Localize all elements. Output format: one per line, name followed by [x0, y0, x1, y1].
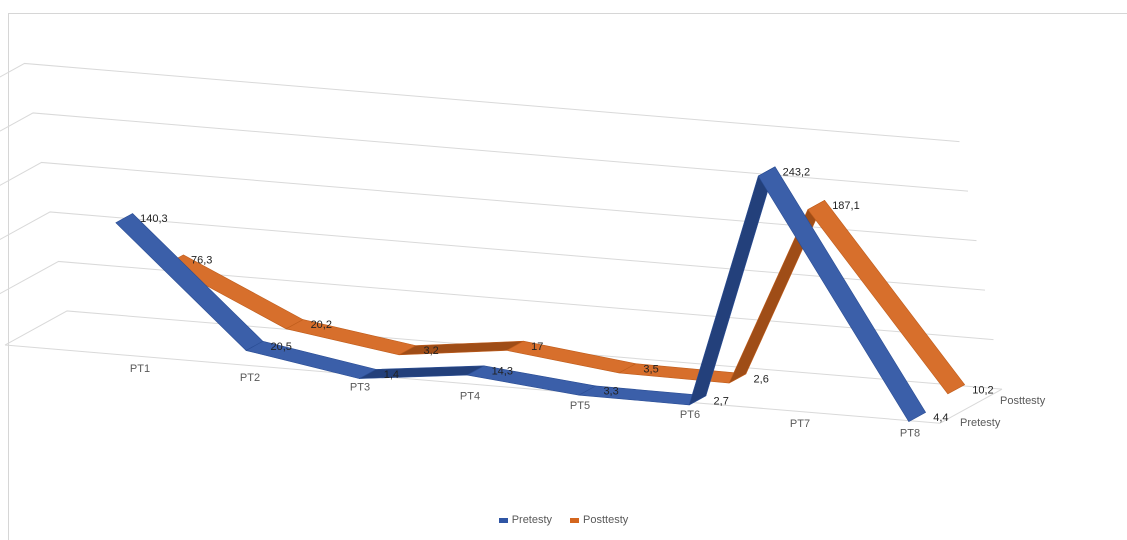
data-label: 17 — [531, 341, 543, 353]
floor-edge-line — [4, 344, 941, 424]
grid-line — [0, 112, 969, 192]
legend-swatch-posttesty — [570, 517, 580, 523]
data-label: 3,2 — [423, 345, 438, 357]
grid-line — [4, 310, 1003, 390]
chart-series — [115, 166, 965, 422]
x-tick-label: PT6 — [680, 409, 700, 421]
data-label: 4,4 — [933, 412, 948, 424]
x-tick-label: PT8 — [900, 427, 920, 439]
grid-line — [0, 161, 977, 242]
ribbon-segment — [285, 319, 417, 356]
ribbon-segment — [578, 385, 707, 406]
legend-swatch-pretesty — [498, 517, 508, 523]
x-tick-label: PT5 — [570, 400, 590, 412]
data-label: 76,3 — [191, 254, 212, 266]
ribbon-segment — [398, 340, 524, 356]
x-tick-label: PT7 — [790, 418, 810, 430]
ribbon-segment — [757, 166, 926, 422]
legend-item-posttesty[interactable]: Posttesty — [570, 514, 628, 526]
legend-label-posttesty: Posttesty — [583, 514, 629, 526]
depth-label: Pretesty — [960, 417, 1001, 429]
legend-label-pretesty: Pretesty — [511, 514, 553, 526]
series-posttesty — [166, 200, 965, 395]
ribbon-segment — [807, 200, 965, 395]
data-label: 20,5 — [271, 341, 292, 353]
ribbon-segment — [466, 365, 597, 396]
data-label: 3,5 — [643, 363, 658, 375]
data-labels: 76,3 20,2 3,2 17 3,5 2,6 187,1 10,2 140,3 20,5 1,4… — [140, 166, 994, 424]
data-label: 14,3 — [492, 365, 513, 377]
x-tick-label: PT3 — [350, 381, 370, 393]
data-label: 10,2 — [972, 384, 993, 396]
depth-axis-line — [939, 388, 1003, 424]
chart-frame — [8, 13, 1127, 540]
data-label: 20,2 — [311, 319, 332, 331]
x-tick-label: PT4 — [460, 391, 480, 403]
data-label: 140,3 — [140, 213, 168, 225]
series-pretesty — [115, 166, 926, 422]
legend: Pretesty Posttesty — [0, 514, 1127, 526]
data-label: 1,4 — [384, 369, 399, 381]
chart-grid — [0, 62, 1003, 424]
data-label: 2,6 — [754, 373, 769, 385]
depth-axis-labels: Pretesty Posttesty — [960, 395, 1046, 429]
legend-item-pretesty[interactable]: Pretesty — [498, 514, 553, 526]
ribbon-segment — [115, 213, 264, 351]
grid-line — [0, 211, 986, 291]
data-label: 3,3 — [603, 386, 618, 398]
depth-label: Posttesty — [1000, 395, 1046, 407]
data-label: 243,2 — [783, 166, 811, 178]
grid-line — [0, 62, 960, 143]
x-axis-ticks: PT1 PT2 PT3 PT4 PT5 PT6 PT7 PT8 — [130, 363, 920, 439]
grid-line — [0, 260, 994, 341]
data-label: 187,1 — [832, 200, 860, 212]
x-tick-label: PT2 — [240, 372, 260, 384]
ribbon-segment — [359, 365, 485, 379]
data-label: 2,7 — [714, 395, 729, 407]
x-tick-label: PT1 — [130, 363, 150, 375]
ribbon-segment — [245, 340, 377, 379]
